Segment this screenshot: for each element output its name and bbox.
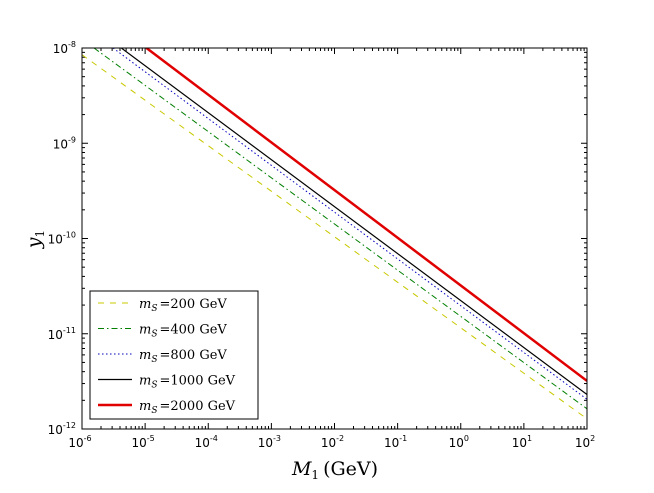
legend-box	[89, 290, 259, 420]
y-tick-exp: -10	[63, 231, 76, 240]
x-tick-base: 10	[68, 436, 83, 450]
x-tick-label: 10-4	[195, 434, 218, 450]
legend-label: mS =400 GeV	[139, 323, 227, 340]
x-tick-exp: -1	[399, 434, 407, 443]
y-tick-exp: -9	[68, 135, 76, 144]
x-tick-label: 10-2	[321, 434, 344, 450]
legend-label-sub: S	[151, 355, 157, 365]
x-axis-label: M1 (GeV)	[291, 458, 378, 482]
x-tick-exp: -2	[336, 434, 344, 443]
y-tick-base: 10	[48, 423, 63, 437]
legend-label-mass: =1000 GeV	[160, 374, 236, 389]
legend-label-sub: S	[151, 406, 157, 416]
y-tick-label: 10-10	[48, 231, 76, 247]
x-tick-base: 10	[512, 436, 527, 450]
x-tick-exp: -4	[210, 434, 218, 443]
legend-label-sub: S	[151, 304, 157, 314]
x-tick-base: 10	[321, 436, 336, 450]
series-line	[93, 48, 587, 410]
y-tick-label: 10-9	[53, 135, 76, 151]
x-tick-base: 10	[195, 436, 210, 450]
tick-labels: 10-6 10-5 10-4 10-3 10-2 10-1 100 101 10210-1210…	[48, 40, 596, 450]
x-axis-label-var: M	[291, 458, 312, 480]
legend-label-sub: S	[151, 330, 157, 340]
y-tick-exp: -11	[63, 326, 76, 335]
x-tick-label: 10-6	[68, 434, 91, 450]
x-tick-exp: -5	[147, 434, 155, 443]
legend-label-sub: S	[151, 381, 157, 391]
x-tick-exp: 1	[527, 434, 532, 443]
legend-label-mass: =400 GeV	[160, 323, 228, 338]
y-axis-label-var: y	[23, 237, 45, 249]
x-tick-exp: -3	[273, 434, 281, 443]
legend-label-var: m	[139, 297, 151, 312]
y-tick-exp: -8	[68, 40, 76, 49]
legend-label-var: m	[139, 323, 151, 338]
series-line	[82, 54, 587, 420]
x-axis-label-sub: 1	[311, 468, 319, 482]
y-axis-label-sub: 1	[33, 230, 47, 238]
legend-label-var: m	[139, 348, 151, 363]
plot-frame	[81, 47, 588, 430]
x-tick-label: 101	[512, 434, 532, 450]
x-tick-label: 10-3	[258, 434, 281, 450]
x-tick-exp: 0	[464, 434, 469, 443]
series-line	[120, 48, 587, 396]
legend-label: mS =800 GeV	[139, 348, 227, 365]
y-tick-base: 10	[53, 42, 68, 56]
x-tick-base: 10	[384, 436, 399, 450]
legend-label: mS =1000 GeV	[139, 374, 236, 391]
x-tick-label: 102	[575, 434, 595, 450]
y-axis-label: y1	[23, 230, 47, 249]
x-tick-exp: 2	[590, 434, 595, 443]
x-tick-base: 10	[449, 436, 464, 450]
x-tick-base: 10	[258, 436, 273, 450]
x-tick-label: 10-1	[384, 434, 407, 450]
series-line	[145, 48, 587, 382]
legend-label-mass: =800 GeV	[160, 348, 228, 363]
legend-label-var: m	[139, 374, 151, 389]
x-axis-label-unit: (GeV)	[323, 458, 378, 480]
legend-label-mass: =200 GeV	[160, 297, 228, 312]
y-tick-base: 10	[48, 233, 63, 247]
series-lines	[82, 48, 587, 420]
legend-label: mS =200 GeV	[139, 297, 227, 314]
y-tick-exp: -12	[63, 421, 76, 430]
y-tick-base: 10	[48, 328, 63, 342]
x-tick-base: 10	[131, 436, 146, 450]
y-tick-base: 10	[53, 137, 68, 151]
x-tick-label: 10-5	[131, 434, 154, 450]
y-tick-label: 10-11	[48, 326, 76, 342]
legend-label-var: m	[139, 399, 151, 414]
x-tick-base: 10	[575, 436, 590, 450]
x-tick-label: 100	[449, 434, 469, 450]
legend-label-mass: =2000 GeV	[160, 399, 236, 414]
x-tick-exp: -6	[84, 434, 92, 443]
y-tick-label: 10-12	[48, 421, 76, 437]
legend-label: mS =2000 GeV	[139, 399, 236, 416]
y-tick-label: 10-8	[53, 40, 76, 56]
